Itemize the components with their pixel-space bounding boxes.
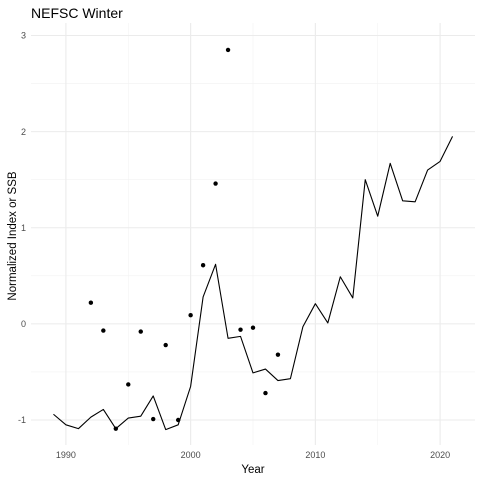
y-tick-label: 3 xyxy=(21,31,26,41)
x-tick-label: 2010 xyxy=(305,450,325,460)
data-point xyxy=(250,325,256,330)
data-point xyxy=(263,390,268,396)
data-point xyxy=(275,352,281,357)
x-tick-label: 1990 xyxy=(56,450,76,460)
chart-title: NEFSC Winter xyxy=(31,5,123,21)
y-tick-label: -1 xyxy=(18,415,26,425)
ticks-layer: 1990 2000 2010 2020 -1 0 1 2 3 xyxy=(18,31,450,460)
data-point xyxy=(101,328,106,333)
data-point xyxy=(151,416,156,422)
data-point xyxy=(126,382,131,387)
y-tick-label: 2 xyxy=(21,127,26,137)
data-point xyxy=(213,181,218,186)
y-axis-label: Normalized Index or SSB xyxy=(7,171,19,300)
data-point xyxy=(163,342,168,348)
x-tick-label: 2020 xyxy=(430,450,450,460)
data-point xyxy=(188,313,193,318)
x-axis-label: Year xyxy=(241,464,264,476)
data-point xyxy=(175,417,181,423)
data-point xyxy=(113,426,119,431)
series-line xyxy=(53,136,454,431)
data-point xyxy=(138,329,143,334)
grid-layer xyxy=(31,23,475,445)
y-tick-label: 1 xyxy=(21,223,26,233)
y-tick-label: 0 xyxy=(21,319,26,329)
data-point xyxy=(200,263,206,268)
data-point xyxy=(238,327,243,332)
series-layer xyxy=(53,47,454,431)
data-point xyxy=(88,300,94,305)
data-point xyxy=(225,47,231,53)
x-tick-label: 2000 xyxy=(181,450,201,460)
